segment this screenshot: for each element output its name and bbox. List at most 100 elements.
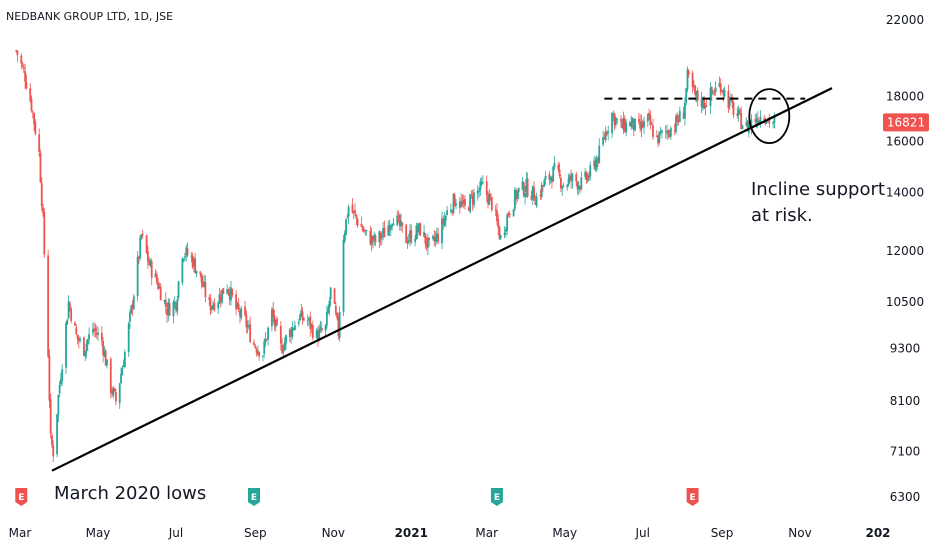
candle-body	[499, 235, 502, 238]
candle-111	[213, 298, 216, 313]
candle-body	[186, 248, 189, 256]
candle-285	[525, 171, 528, 198]
candle-256	[473, 188, 475, 209]
candle-65	[131, 300, 134, 316]
candle-167	[315, 327, 318, 339]
candle-276	[508, 210, 511, 219]
candle-21	[52, 440, 55, 462]
support-trendline	[51, 87, 833, 472]
candle-body	[530, 195, 533, 200]
candle-body	[292, 328, 295, 330]
candle-248	[460, 193, 463, 209]
candle-32	[74, 321, 76, 326]
candle-body	[29, 88, 32, 101]
candle-160	[301, 307, 304, 325]
candle-300	[552, 165, 555, 182]
candle-348	[639, 114, 642, 133]
candle-body	[464, 198, 466, 206]
candle-body	[709, 88, 712, 107]
candle-204	[380, 231, 383, 246]
candle-body	[130, 305, 133, 313]
candle-342	[629, 120, 631, 127]
candle-body	[418, 223, 420, 232]
candle-body	[585, 173, 588, 180]
candle-body	[497, 219, 500, 228]
candle-356	[652, 118, 654, 140]
candle-body	[450, 209, 452, 212]
candle-85	[167, 298, 170, 322]
candle-71	[141, 229, 144, 239]
candle-187	[351, 197, 354, 214]
candle-232	[432, 234, 434, 241]
candle-body	[354, 210, 356, 214]
candle-body	[76, 334, 79, 339]
candle-body	[203, 281, 206, 286]
candle-211	[392, 218, 395, 226]
candle-body	[356, 218, 359, 226]
candle-221	[410, 224, 413, 245]
candle-body	[301, 311, 304, 320]
candle-40	[86, 338, 89, 351]
candle-220	[409, 223, 411, 247]
candle-body	[67, 301, 70, 319]
x-tick-label-11: 202	[865, 526, 890, 540]
candle-401	[732, 100, 735, 119]
candle-body	[462, 199, 465, 204]
candle-199	[372, 235, 374, 249]
candle-body	[193, 258, 195, 267]
y-tick-label-2: 16000	[886, 134, 924, 148]
candle-103	[200, 273, 203, 289]
candle-262	[485, 175, 488, 202]
candle-394	[721, 89, 723, 92]
candle-body	[345, 218, 347, 235]
candle-body	[217, 303, 220, 309]
candle-body	[57, 394, 60, 415]
candle-351	[643, 116, 645, 135]
candle-230	[427, 233, 429, 256]
candle-273	[505, 226, 507, 238]
candle-body	[200, 273, 203, 283]
candle-360	[659, 126, 662, 136]
candle-97	[190, 252, 193, 263]
candle-body	[121, 368, 124, 376]
candle-body	[469, 194, 471, 212]
candle-body	[524, 193, 526, 198]
candle-body	[579, 186, 581, 190]
candle-162	[306, 314, 309, 327]
candle-101	[195, 270, 198, 278]
candle-75	[149, 258, 152, 268]
candle-body	[649, 115, 652, 126]
candle-body	[392, 223, 395, 226]
candle-body	[127, 323, 130, 352]
candle-55	[113, 387, 116, 393]
candle-body	[33, 112, 35, 124]
candle-body	[328, 300, 331, 309]
candle-15	[42, 203, 44, 217]
candle-260	[480, 177, 483, 187]
candle-body	[347, 206, 350, 217]
candle-267	[494, 204, 497, 217]
candle-body	[607, 131, 610, 133]
candle-body	[452, 193, 455, 214]
candle-198	[370, 227, 373, 252]
candle-body	[291, 327, 294, 337]
candle-362	[664, 125, 667, 139]
candle-body	[458, 201, 461, 208]
candle-body	[230, 287, 232, 301]
candle-214	[398, 213, 401, 231]
candle-5	[24, 63, 27, 89]
candle-126	[240, 305, 243, 321]
candle-275	[507, 211, 510, 218]
candle-58	[120, 367, 122, 384]
candle-311	[571, 172, 574, 189]
candle-body	[489, 193, 492, 197]
candle-body	[416, 227, 419, 233]
candle-155	[292, 327, 295, 331]
candle-body	[471, 195, 474, 204]
candle-body	[281, 344, 284, 354]
candle-body	[190, 255, 193, 257]
candle-body	[682, 112, 685, 119]
candle-body	[525, 178, 528, 193]
candle-246	[455, 199, 457, 210]
